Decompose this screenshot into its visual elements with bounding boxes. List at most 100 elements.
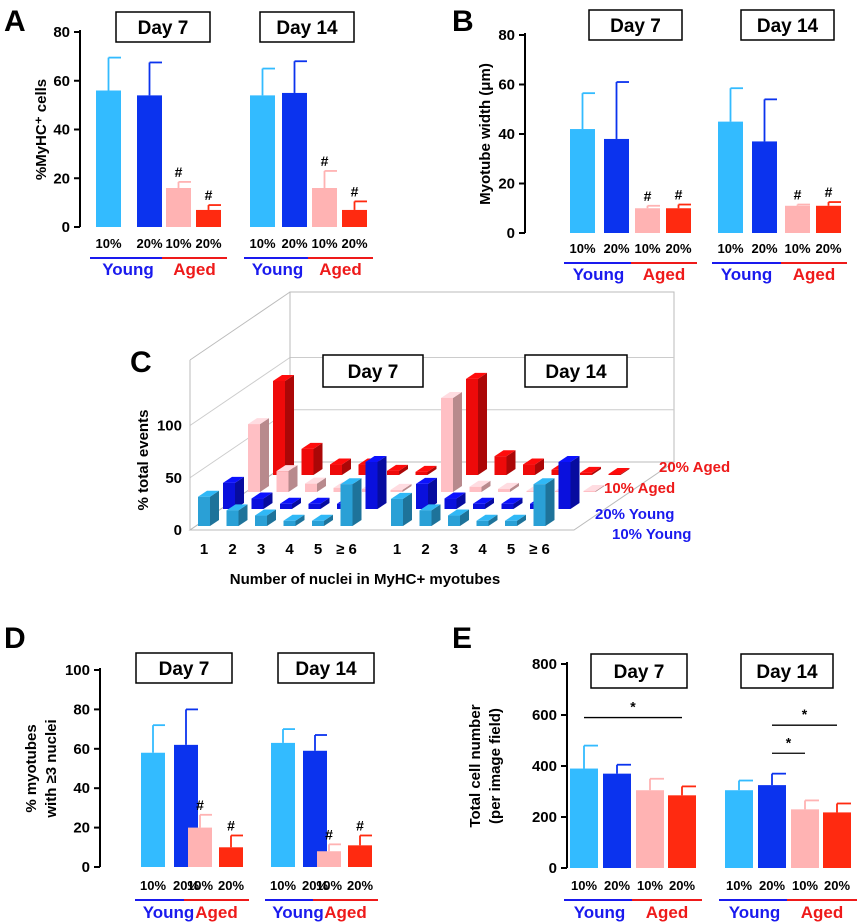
bar-e-d0-3 [668, 795, 696, 868]
bar3d-side [285, 374, 294, 475]
bar3d-0-d1-c0 [391, 498, 403, 526]
bar3d-top [498, 482, 519, 489]
group-label-aged: Aged [324, 903, 367, 922]
bar3d-3-d0-c4 [387, 470, 399, 475]
group-label-young: Young [252, 260, 304, 279]
significance-star: * [786, 734, 792, 750]
category-label: 2 [228, 541, 236, 558]
bar3d-side [427, 465, 437, 475]
bar3d-2-d1-c5 [583, 490, 596, 492]
bar3d-top [523, 458, 544, 465]
y-tick-label: 600 [532, 707, 557, 724]
bar3d-1-d1-c3 [501, 503, 514, 509]
bar3d-side [403, 492, 412, 526]
bar-d-d0-3 [219, 847, 243, 867]
bar3d-side [510, 482, 519, 492]
y-tick-label: 80 [73, 701, 90, 718]
bar-label: 20% [669, 878, 695, 893]
bar3d-0-d0-c5 [340, 484, 353, 526]
significance-mark: # [825, 184, 833, 200]
bar-e-d1-3 [823, 812, 851, 868]
category-label: ≥ 6 [529, 541, 550, 558]
significance-mark: # [205, 187, 213, 203]
bar3d-1-d1-c0 [416, 483, 428, 509]
bar3d-2-d0-c1 [276, 471, 289, 492]
bar3d-side [513, 497, 523, 509]
bar3d-side [352, 478, 362, 526]
bar-label: 10% [717, 241, 743, 256]
bar3d-top [505, 514, 526, 521]
y-tick-label: 200 [532, 809, 557, 826]
bar-b-d0-1 [604, 138, 629, 233]
bar3d-top [387, 464, 408, 471]
bar3d-side [592, 466, 601, 475]
bar3d-0-d1-c1 [419, 510, 432, 526]
series-label: 10% Aged [604, 480, 675, 497]
bar-label: 10% [634, 241, 660, 256]
bar3d-3-d1-c0 [466, 378, 478, 475]
y-tick-label: 80 [53, 24, 70, 41]
bar-label: 20% [751, 241, 777, 256]
y-axis-label: Myotube width (μm) [477, 63, 494, 205]
day-label-box [115, 11, 211, 43]
bar3d-side [267, 509, 276, 526]
bar3d-side [535, 458, 544, 475]
significance-mark: # [227, 817, 235, 833]
y-tick-label: 100 [157, 418, 182, 435]
bar3d-side [485, 497, 494, 509]
bar-label: 10% [249, 236, 275, 251]
bar-d-d0-0 [141, 752, 165, 867]
group-label-young: Young [272, 903, 324, 922]
y-tick-label: 20 [73, 820, 90, 837]
bar-label: 10% [165, 236, 191, 251]
y-tick-label: 100 [65, 662, 90, 679]
series-label: 10% Young [612, 526, 691, 543]
bar-label: 20% [195, 236, 221, 251]
bar3d-0-d0-c0 [198, 496, 210, 526]
bar3d-top [312, 514, 333, 521]
bar-label: 10% [726, 878, 752, 893]
category-label: 3 [257, 541, 265, 558]
bar3d-top [473, 497, 494, 504]
bar3d-1-d0-c5 [365, 461, 378, 509]
y-tick-label: 0 [507, 225, 515, 242]
bar-e-d1-1 [758, 785, 786, 868]
bar-label: 20% [815, 241, 841, 256]
bar-a-d0-1 [137, 95, 162, 227]
bar3d-0-d0-c2 [255, 515, 267, 526]
bar3d-top [419, 504, 441, 511]
y-axis-label-line: with ≥3 nuclei [43, 719, 60, 818]
bar3d-0-d1-c5 [533, 484, 546, 526]
day-label-box [588, 9, 683, 41]
y-axis-label-line: Total cell number [467, 704, 484, 827]
bar3d-top [330, 458, 351, 465]
bar-label: 20% [665, 241, 691, 256]
significance-mark: # [794, 187, 802, 203]
bar3d-side [263, 492, 273, 509]
bar3d-2-d1-c2 [498, 488, 510, 492]
bar3d-top [441, 391, 462, 398]
day-label: Day 14 [545, 362, 607, 383]
bar3d-side [488, 514, 498, 526]
significance-mark: # [175, 164, 183, 180]
bar3d-3-d1-c1 [494, 456, 507, 475]
bar3d-2-d0-c3 [333, 487, 346, 492]
category-label: 4 [478, 541, 487, 558]
bar-label: 10% [316, 878, 342, 893]
bar3d-1-d0-c2 [280, 503, 292, 509]
bar3d-side [453, 391, 462, 492]
bar3d-3-d0-c3 [358, 464, 371, 475]
category-label: 5 [507, 541, 515, 558]
bar-label: 10% [140, 878, 166, 893]
day-label-box [135, 652, 233, 684]
bar3d-2-d0-c0 [248, 424, 260, 492]
bar3d-top [223, 476, 244, 483]
bar-label: 20% [603, 241, 629, 256]
bar3d-top [283, 514, 305, 521]
bar3d-top [558, 455, 580, 462]
bar3d-side [317, 477, 326, 492]
day-label-box [590, 653, 688, 689]
bar3d-side [570, 455, 580, 509]
category-label: 2 [421, 541, 429, 558]
bar3d-2-d0-c5 [390, 489, 403, 492]
